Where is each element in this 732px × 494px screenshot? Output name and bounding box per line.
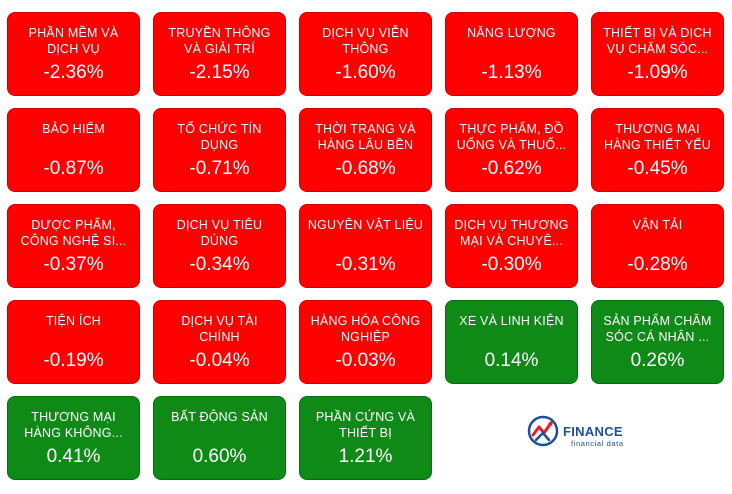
sector-tile[interactable]: XE VÀ LINH KIỆN 0.14%	[445, 300, 578, 384]
sector-tile[interactable]: DỊCH VỤ TIÊU DÙNG -0.34%	[153, 204, 286, 288]
sector-tile[interactable]: NGUYÊN VẬT LIỆU -0.31%	[299, 204, 432, 288]
sector-name: THƯƠNG MẠI HÀNG KHÔNG...	[24, 410, 123, 440]
sector-name: TỔ CHỨC TÍN DỤNG	[177, 122, 262, 152]
sector-change: 0.14%	[484, 350, 539, 371]
sector-name: SẢN PHẨM CHĂM SÓC CÁ NHÂN ...	[603, 314, 712, 344]
sector-name: THỰC PHẨM, ĐỒ UỐNG VÀ THUỐ...	[456, 122, 567, 152]
sector-tile[interactable]: THƯƠNG MẠI HÀNG KHÔNG... 0.41%	[7, 396, 140, 480]
sector-tile[interactable]: HÀNG HÓA CÔNG NGHIỆP -0.03%	[299, 300, 432, 384]
sector-tile[interactable]: NĂNG LƯỢNG -1.13%	[445, 12, 578, 96]
sector-tile[interactable]: BẤT ĐỘNG SẢN 0.60%	[153, 396, 286, 480]
sector-tile[interactable]: DỊCH VỤ VIỄN THÔNG -1.60%	[299, 12, 432, 96]
sector-tile[interactable]: VẬN TẢI -0.28%	[591, 204, 724, 288]
sector-name: HÀNG HÓA CÔNG NGHIỆP	[310, 314, 421, 344]
sector-change: -0.37%	[43, 254, 104, 275]
sector-change: -0.87%	[43, 158, 104, 179]
logo-tagline: financial data	[571, 439, 624, 448]
sector-tile[interactable]: TỔ CHỨC TÍN DỤNG -0.71%	[153, 108, 286, 192]
sector-tile[interactable]: THỰC PHẨM, ĐỒ UỐNG VÀ THUỐ... -0.62%	[445, 108, 578, 192]
sector-change: -1.13%	[481, 62, 542, 83]
sector-change: -1.09%	[627, 62, 688, 83]
sector-change: -1.60%	[335, 62, 396, 83]
sector-tile[interactable]: THƯƠNG MẠI HÀNG THIẾT YẾU -0.45%	[591, 108, 724, 192]
sector-change: -0.34%	[189, 254, 250, 275]
logo-wordmark: FINANCE	[563, 424, 623, 439]
sector-name: VẬN TẢI	[632, 218, 683, 232]
sector-name: PHẦN MỀM VÀ DỊCH VỤ	[28, 26, 119, 56]
sector-name: BẤT ĐỘNG SẢN	[171, 410, 268, 424]
sector-change: -0.03%	[335, 350, 396, 371]
sector-name: THƯƠNG MẠI HÀNG THIẾT YẾU	[604, 122, 711, 152]
sector-change: -0.28%	[627, 254, 688, 275]
sector-name: NGUYÊN VẬT LIỆU	[307, 218, 424, 232]
sector-change: -0.19%	[43, 350, 104, 371]
sector-tile[interactable]: PHẦN CỨNG VÀ THIẾT BỊ 1.21%	[299, 396, 432, 480]
sector-change: 0.60%	[192, 446, 247, 467]
sector-change: -0.30%	[481, 254, 542, 275]
sector-name: DƯỢC PHẨM, CÔNG NGHỆ SI...	[20, 218, 127, 248]
sector-name: DỊCH VỤ THƯƠNG MẠI VÀ CHUYÊ...	[454, 218, 569, 248]
sector-name: TIỆN ÍCH	[45, 314, 102, 328]
sector-heatmap: PHẦN MỀM VÀ DỊCH VỤ -2.36% TRUYỀN THÔNG VÀ…	[7, 12, 727, 482]
sector-name: NĂNG LƯỢNG	[467, 26, 556, 40]
sector-tile[interactable]: TRUYỀN THÔNG VÀ GIẢI TRÍ -2.15%	[153, 12, 286, 96]
sector-change: -0.68%	[335, 158, 396, 179]
sector-change: 1.21%	[338, 446, 393, 467]
sector-change: -0.45%	[627, 158, 688, 179]
finance-logo: FINANCE financial data	[527, 413, 647, 453]
sector-tile[interactable]: THIẾT BỊ VÀ DỊCH VỤ CHĂM SÓC... -1.09%	[591, 12, 724, 96]
sector-name: XE VÀ LINH KIỆN	[459, 314, 564, 328]
sector-change: -0.31%	[335, 254, 396, 275]
sector-name: THỜI TRANG VÀ HÀNG LÂU BỀN	[315, 122, 416, 152]
sector-tile[interactable]: BẢO HIỂM -0.87%	[7, 108, 140, 192]
sector-change: 0.26%	[630, 350, 685, 371]
sector-tile[interactable]: DỊCH VỤ THƯƠNG MẠI VÀ CHUYÊ... -0.30%	[445, 204, 578, 288]
finance-logo-icon	[527, 415, 559, 447]
sector-name: BẢO HIỂM	[42, 122, 105, 136]
sector-tile[interactable]: PHẦN MỀM VÀ DỊCH VỤ -2.36%	[7, 12, 140, 96]
sector-name: DỊCH VỤ VIỄN THÔNG	[322, 26, 409, 56]
sector-change: -0.62%	[481, 158, 542, 179]
sector-change: -2.15%	[189, 62, 250, 83]
sector-tile[interactable]: DƯỢC PHẨM, CÔNG NGHỆ SI... -0.37%	[7, 204, 140, 288]
sector-change: 0.41%	[46, 446, 101, 467]
sector-name: DỊCH VỤ TÀI CHÍNH	[181, 314, 258, 344]
sector-name: DỊCH VỤ TIÊU DÙNG	[176, 218, 263, 248]
sector-tile[interactable]: THỜI TRANG VÀ HÀNG LÂU BỀN -0.68%	[299, 108, 432, 192]
sector-name: THIẾT BỊ VÀ DỊCH VỤ CHĂM SÓC...	[603, 26, 712, 56]
sector-name: PHẦN CỨNG VÀ THIẾT BỊ	[315, 410, 416, 440]
sector-change: -0.71%	[189, 158, 250, 179]
sector-tile[interactable]: SẢN PHẨM CHĂM SÓC CÁ NHÂN ... 0.26%	[591, 300, 724, 384]
sector-change: -2.36%	[43, 62, 104, 83]
sector-tile[interactable]: DỊCH VỤ TÀI CHÍNH -0.04%	[153, 300, 286, 384]
sector-tile[interactable]: TIỆN ÍCH -0.19%	[7, 300, 140, 384]
sector-change: -0.04%	[189, 350, 250, 371]
sector-name: TRUYỀN THÔNG VÀ GIẢI TRÍ	[168, 26, 271, 56]
